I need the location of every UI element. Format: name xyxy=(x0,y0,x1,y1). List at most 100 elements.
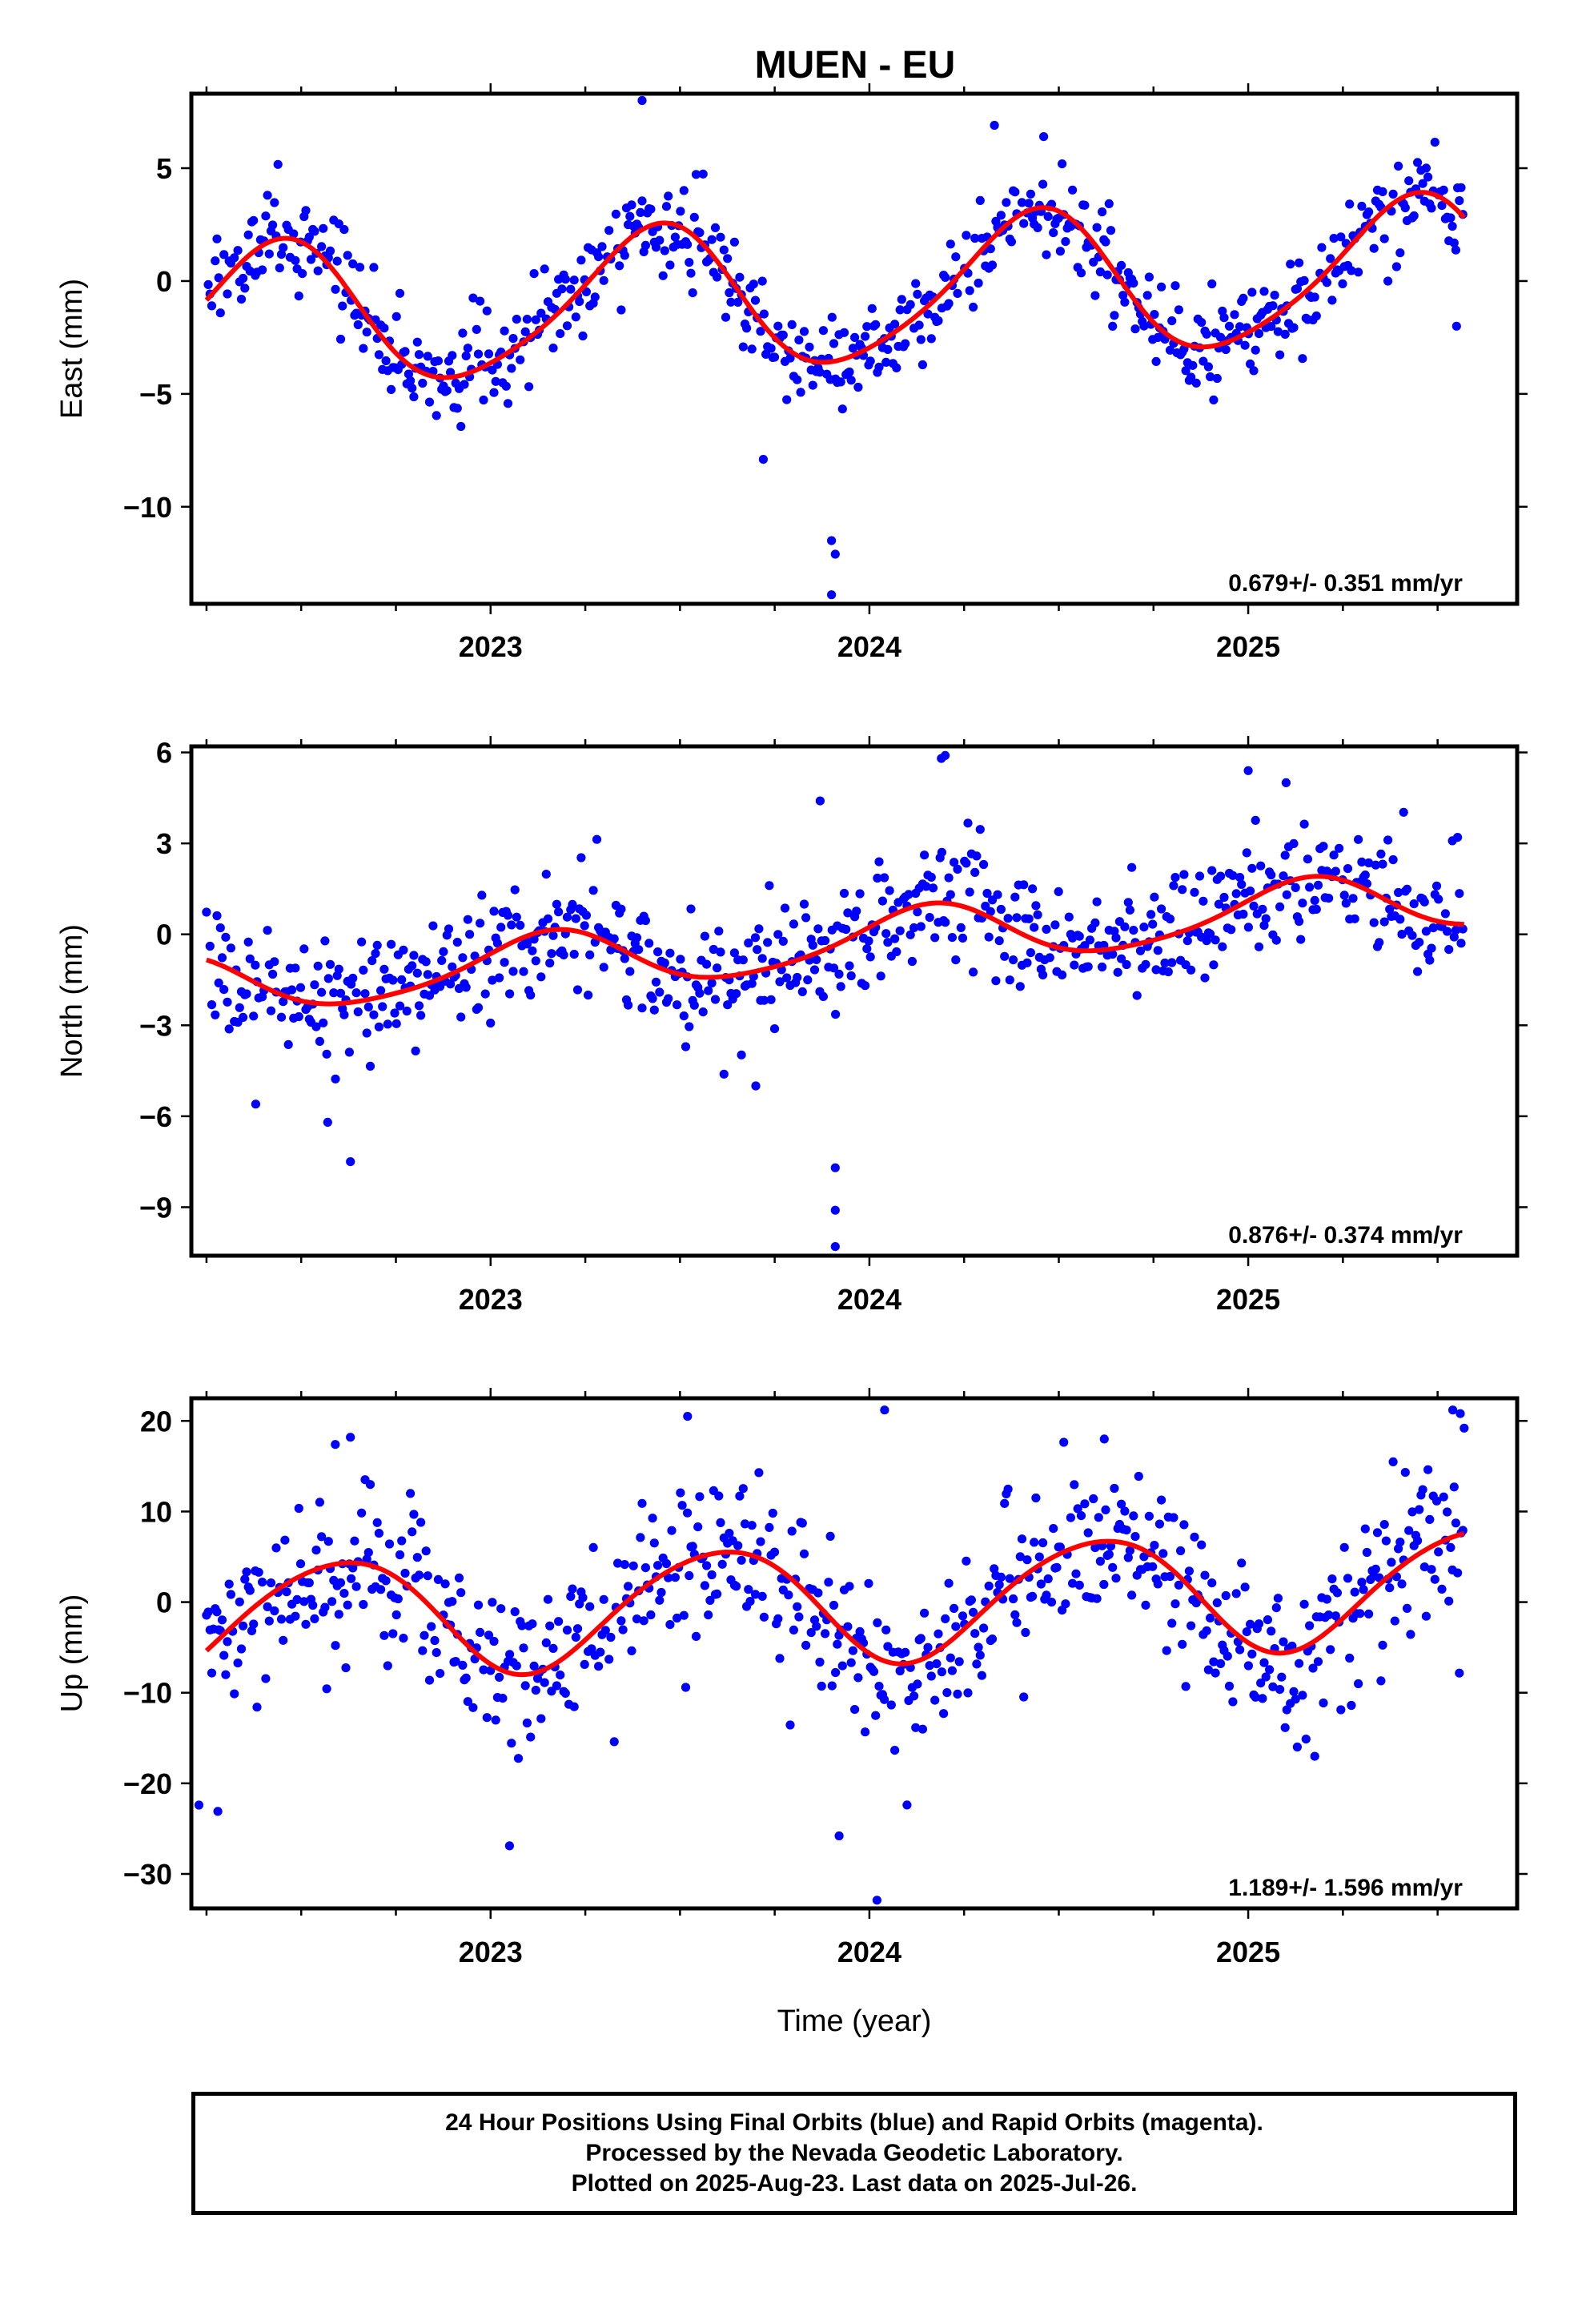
data-point xyxy=(1026,948,1035,958)
data-point xyxy=(528,1619,537,1629)
data-point xyxy=(264,1616,274,1626)
data-point xyxy=(1275,350,1285,360)
data-point xyxy=(1117,954,1126,963)
data-point xyxy=(1120,1506,1130,1516)
data-point xyxy=(408,384,417,393)
north-panel: 2023 2024 2025 −9 −6 −3 0 3 6 North (mm) 0.876+/- … xyxy=(55,736,1528,1316)
data-point xyxy=(276,1614,287,1624)
data-point xyxy=(962,858,971,868)
data-point xyxy=(395,1550,405,1560)
data-point xyxy=(276,1012,287,1022)
data-point xyxy=(901,339,910,348)
data-point xyxy=(258,265,267,275)
data-point xyxy=(609,1737,619,1747)
data-point xyxy=(268,220,278,230)
data-point xyxy=(1415,1505,1424,1514)
data-point xyxy=(1350,1587,1359,1597)
data-point xyxy=(1132,991,1142,1000)
data-point xyxy=(1209,960,1219,970)
data-point xyxy=(596,1647,605,1657)
data-point xyxy=(733,1541,743,1550)
data-point xyxy=(1447,222,1457,231)
data-point xyxy=(599,963,608,972)
data-point xyxy=(235,1003,244,1012)
data-point xyxy=(282,1587,291,1597)
data-point xyxy=(1209,1657,1219,1667)
outlier-point xyxy=(751,1081,761,1091)
data-point xyxy=(1034,1552,1044,1562)
data-point xyxy=(865,952,875,962)
data-point xyxy=(383,1019,392,1029)
data-point xyxy=(853,1673,863,1683)
data-point xyxy=(1291,1695,1300,1704)
data-point xyxy=(261,1674,271,1683)
data-point xyxy=(1371,1564,1380,1574)
data-point xyxy=(996,211,1006,220)
data-point xyxy=(1388,1457,1398,1466)
data-point xyxy=(984,1581,994,1591)
data-point xyxy=(975,195,985,205)
data-point xyxy=(578,331,588,341)
data-point xyxy=(235,1597,244,1606)
data-point xyxy=(996,904,1006,915)
data-point xyxy=(1142,291,1152,300)
data-point xyxy=(531,315,540,324)
data-point xyxy=(1322,1594,1331,1604)
data-point xyxy=(353,1007,363,1017)
data-point xyxy=(526,1732,536,1742)
data-point xyxy=(1289,1687,1299,1696)
data-point xyxy=(686,904,696,914)
data-point xyxy=(1439,1492,1448,1502)
data-point xyxy=(695,988,705,998)
data-point xyxy=(580,1659,589,1669)
data-point xyxy=(689,212,699,222)
data-point xyxy=(613,1558,623,1568)
data-point xyxy=(461,1673,471,1683)
data-point xyxy=(916,922,926,931)
data-point xyxy=(219,250,229,259)
data-point xyxy=(505,989,515,999)
data-point xyxy=(1150,892,1159,902)
data-point xyxy=(1158,1549,1168,1558)
data-point xyxy=(951,955,961,965)
data-point xyxy=(452,938,462,947)
data-point xyxy=(289,229,299,239)
data-point xyxy=(1110,311,1119,320)
data-point xyxy=(809,965,820,975)
data-point xyxy=(707,235,717,244)
data-point xyxy=(1421,1611,1431,1621)
data-point xyxy=(1080,200,1090,210)
data-point xyxy=(738,955,748,965)
data-point xyxy=(374,1529,383,1538)
data-point xyxy=(970,233,980,243)
data-point xyxy=(946,1653,955,1663)
data-point xyxy=(211,256,220,266)
data-point xyxy=(1383,276,1393,286)
data-point xyxy=(306,255,316,264)
data-point xyxy=(402,1006,412,1016)
data-point xyxy=(279,1635,288,1645)
y-tick-label: −10 xyxy=(123,1677,172,1710)
data-point xyxy=(846,971,856,981)
data-point xyxy=(846,376,856,385)
data-point xyxy=(1313,1657,1323,1667)
y-tick-label: 3 xyxy=(156,827,172,860)
y-tick-label: −6 xyxy=(139,1100,172,1133)
data-point xyxy=(726,297,736,307)
data-point xyxy=(540,1678,549,1687)
data-point xyxy=(1453,833,1463,842)
data-point xyxy=(1219,892,1229,903)
data-point xyxy=(1404,1526,1414,1535)
data-point xyxy=(1443,927,1452,936)
data-point xyxy=(962,1556,971,1566)
data-point xyxy=(1188,360,1198,370)
data-point xyxy=(965,887,974,897)
data-point xyxy=(519,1643,528,1653)
data-point xyxy=(732,1582,741,1591)
data-point xyxy=(1049,1524,1058,1534)
data-point xyxy=(249,1011,259,1021)
data-point xyxy=(1202,936,1211,946)
data-point xyxy=(1455,1668,1464,1678)
data-point xyxy=(1364,207,1374,217)
data-point xyxy=(594,1662,604,1671)
